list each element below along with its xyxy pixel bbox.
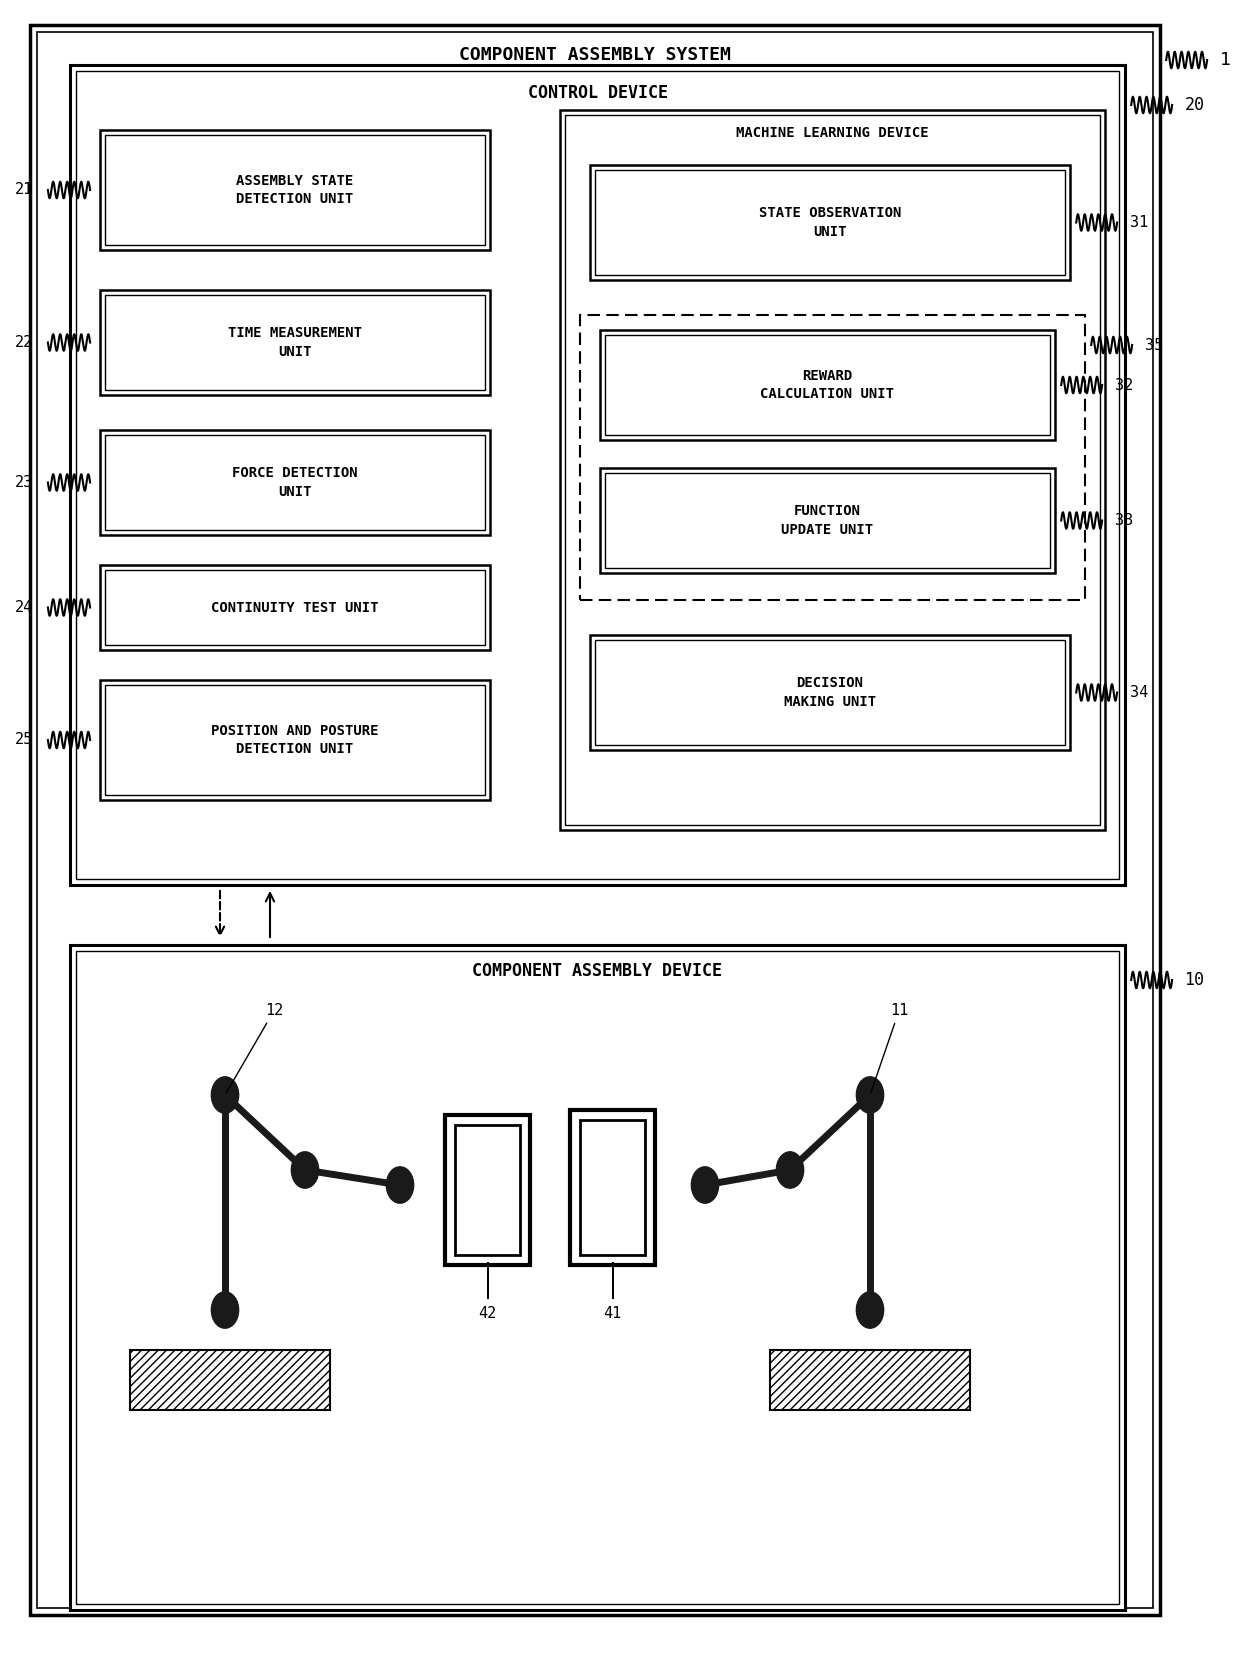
Bar (105, 684, 485, 795)
Text: REWARD
CALCULATION UNIT: REWARD CALCULATION UNIT (760, 369, 894, 402)
Bar (600, 468, 1055, 574)
Bar (100, 430, 490, 536)
Bar (76, 71, 1118, 879)
Bar (605, 336, 1050, 435)
Circle shape (857, 1291, 884, 1327)
Text: 1: 1 (1219, 51, 1230, 69)
Bar (595, 170, 1065, 274)
Bar (76, 950, 1118, 1603)
Bar (590, 635, 1070, 750)
Bar (590, 165, 1070, 279)
Circle shape (211, 1076, 238, 1112)
Bar (580, 1121, 645, 1255)
Circle shape (211, 1291, 238, 1327)
Bar (130, 1351, 330, 1410)
Text: CONTROL DEVICE: CONTROL DEVICE (527, 84, 667, 102)
Text: COMPONENT ASSEMBLY SYSTEM: COMPONENT ASSEMBLY SYSTEM (459, 46, 730, 64)
Text: POSITION AND POSTURE
DETECTION UNIT: POSITION AND POSTURE DETECTION UNIT (211, 724, 378, 755)
Bar (595, 640, 1065, 746)
Bar (105, 435, 485, 531)
Bar (565, 116, 1100, 825)
Bar (605, 473, 1050, 569)
Text: TIME MEASUREMENT
UNIT: TIME MEASUREMENT UNIT (228, 326, 362, 359)
Bar (100, 679, 490, 800)
Bar (69, 64, 1125, 884)
Text: STATE OBSERVATION
UNIT: STATE OBSERVATION UNIT (759, 207, 901, 238)
Circle shape (387, 1167, 414, 1203)
Bar (100, 289, 490, 395)
Bar (455, 1126, 520, 1255)
Bar (105, 136, 485, 245)
Text: CONTINUITY TEST UNIT: CONTINUITY TEST UNIT (211, 600, 378, 615)
Text: COMPONENT ASSEMBLY DEVICE: COMPONENT ASSEMBLY DEVICE (472, 962, 723, 980)
Text: FUNCTION
UPDATE UNIT: FUNCTION UPDATE UNIT (781, 504, 873, 537)
Bar (560, 111, 1105, 830)
Text: 25: 25 (15, 732, 33, 747)
Text: 12: 12 (227, 1003, 283, 1093)
Bar (770, 1351, 970, 1410)
Text: 24: 24 (15, 600, 33, 615)
Circle shape (776, 1152, 804, 1189)
Text: 11: 11 (870, 1003, 908, 1093)
Bar (105, 570, 485, 645)
Bar (445, 1116, 529, 1265)
Bar (100, 565, 490, 650)
Text: 32: 32 (1115, 377, 1133, 392)
Bar (570, 1111, 655, 1265)
Text: 42: 42 (479, 1306, 497, 1321)
Text: 34: 34 (1130, 684, 1148, 699)
Bar (580, 316, 1085, 600)
Text: 21: 21 (15, 182, 33, 197)
Text: ASSEMBLY STATE
DETECTION UNIT: ASSEMBLY STATE DETECTION UNIT (237, 174, 353, 207)
Text: MACHINE LEARNING DEVICE: MACHINE LEARNING DEVICE (737, 126, 929, 141)
Circle shape (692, 1167, 719, 1203)
Text: 33: 33 (1115, 512, 1133, 527)
Text: 20: 20 (1184, 96, 1204, 114)
Circle shape (857, 1076, 884, 1112)
Text: 22: 22 (15, 336, 33, 350)
Text: 31: 31 (1130, 215, 1148, 230)
Text: 35: 35 (1145, 337, 1163, 352)
Text: FORCE DETECTION
UNIT: FORCE DETECTION UNIT (232, 466, 358, 499)
Bar (463, 1132, 512, 1246)
Text: 41: 41 (604, 1306, 621, 1321)
Circle shape (291, 1152, 319, 1189)
Bar (105, 294, 485, 390)
Bar (100, 131, 490, 250)
Bar (69, 946, 1125, 1610)
Bar (600, 331, 1055, 440)
Text: 23: 23 (15, 474, 33, 489)
Text: DECISION
MAKING UNIT: DECISION MAKING UNIT (784, 676, 877, 709)
Text: 10: 10 (1184, 970, 1204, 988)
